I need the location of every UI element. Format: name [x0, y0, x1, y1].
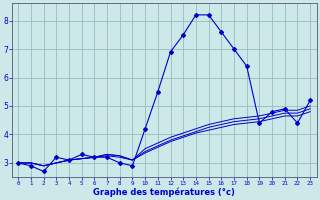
- X-axis label: Graphe des températures (°c): Graphe des températures (°c): [93, 187, 235, 197]
